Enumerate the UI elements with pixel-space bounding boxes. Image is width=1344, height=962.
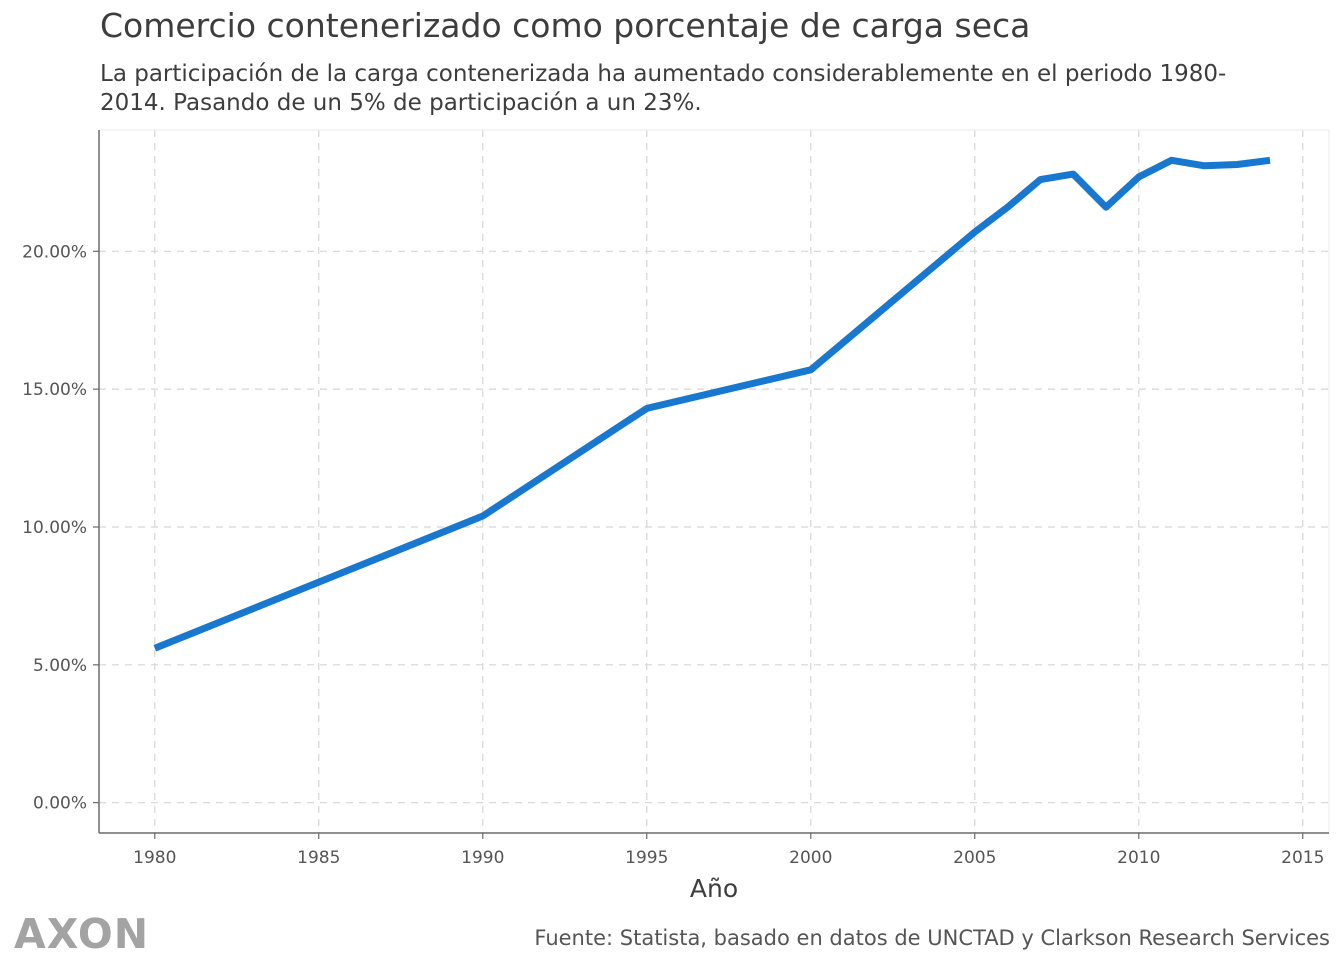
chart-subtitle: La participación de la carga conteneriza… xyxy=(100,61,1227,116)
x-tick-label: 1990 xyxy=(461,848,504,868)
x-tick-label: 2010 xyxy=(1117,848,1160,868)
y-tick-labels: 0.00% 5.00% 10.00% 15.00% 20.00% xyxy=(22,242,87,813)
plot-frame xyxy=(98,129,1330,834)
y-tick-label: 5.00% xyxy=(33,656,87,676)
x-axis-label: Año xyxy=(690,874,738,903)
grid-lines xyxy=(99,130,1329,833)
x-tick-label: 1980 xyxy=(133,848,176,868)
x-tick-label: 1985 xyxy=(297,848,340,868)
axes xyxy=(93,129,1330,839)
series-line xyxy=(153,156,1271,652)
source-note: Fuente: Statista, basado en datos de UNC… xyxy=(534,926,1330,950)
x-tick-labels: 1980 1985 1990 1995 2000 2005 2010 2015 xyxy=(133,848,1324,868)
series-layer xyxy=(153,156,1271,652)
y-tick-label: 15.00% xyxy=(22,380,87,400)
y-tick-label: 20.00% xyxy=(22,242,87,262)
chart-title: Comercio contenerizado como porcentaje d… xyxy=(100,6,1031,45)
x-tick-label: 1995 xyxy=(625,848,668,868)
y-tick-label: 0.00% xyxy=(33,794,87,814)
axon-logo: AXON xyxy=(14,910,150,958)
y-tick-label: 10.00% xyxy=(22,518,87,538)
x-tick-label: 2005 xyxy=(953,848,996,868)
x-tick-label: 2015 xyxy=(1281,848,1324,868)
x-tick-label: 2000 xyxy=(789,848,832,868)
